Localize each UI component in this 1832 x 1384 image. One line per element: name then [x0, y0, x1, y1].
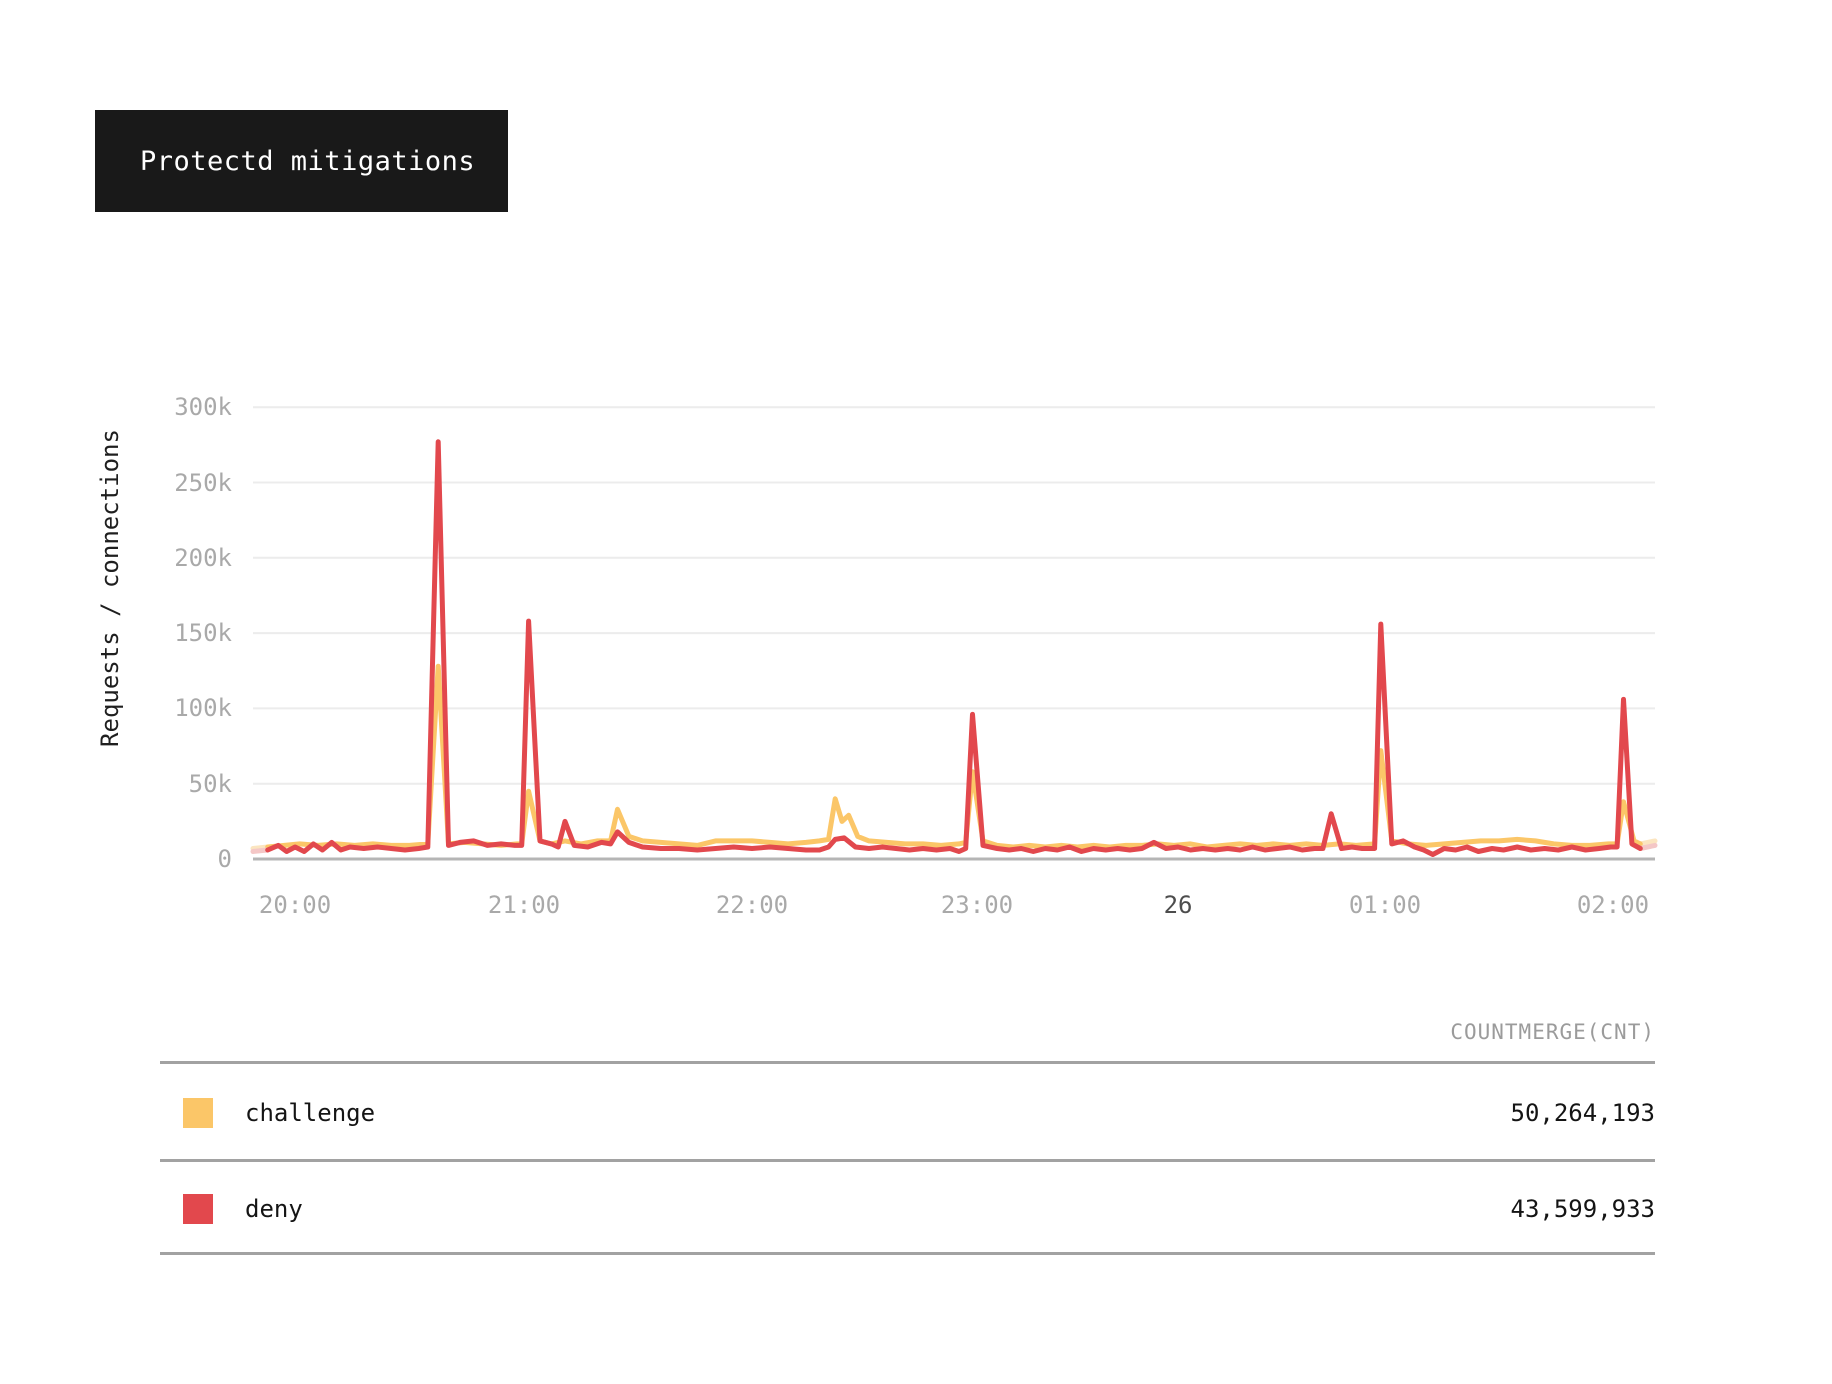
challenge-label[interactable]: challenge	[245, 1099, 376, 1127]
challenge-count-value: 50,264,193	[1510, 1099, 1656, 1127]
deny-swatch	[183, 1194, 213, 1224]
deny-line-fade-out[interactable]	[1637, 842, 1658, 851]
legend-divider-middle	[160, 1159, 1655, 1162]
deny-label[interactable]: deny	[245, 1195, 303, 1223]
chart-title-box: Protectd mitigations	[95, 110, 508, 212]
legend-divider-top	[160, 1061, 1655, 1064]
y-tick-300k: 300k	[174, 393, 232, 422]
x-tick-20-00: 20:00	[258, 891, 332, 919]
legend-column-header: COUNTMERGE(CNT)	[1450, 1020, 1655, 1044]
y-tick-100k: 100k	[174, 694, 232, 723]
challenge-line-fade-out[interactable]	[1637, 838, 1658, 847]
x-tick-02-00: 02:00	[1576, 891, 1650, 919]
y-tick-200k: 200k	[174, 543, 232, 572]
x-tick-21-00: 21:00	[487, 891, 561, 919]
deny-line[interactable]	[265, 439, 1643, 857]
legend-divider-bottom	[160, 1252, 1655, 1255]
y-tick-250k: 250k	[174, 468, 232, 497]
x-tick-26: 26	[1163, 891, 1193, 919]
challenge-swatch	[183, 1098, 213, 1128]
y-tick-150k: 150k	[174, 619, 232, 648]
challenge-line[interactable]	[265, 663, 1643, 850]
y-tick-0: 0	[217, 845, 232, 873]
x-tick-23-00: 23:00	[940, 891, 1014, 919]
deny-count-value: 43,599,933	[1510, 1195, 1656, 1223]
x-tick-22-00: 22:00	[715, 891, 789, 919]
x-tick-01-00: 01:00	[1348, 891, 1422, 919]
y-tick-50k: 50k	[188, 769, 232, 798]
chart-plot-area[interactable]	[250, 360, 1658, 870]
chart-title-text: Protectd mitigations	[140, 145, 476, 177]
